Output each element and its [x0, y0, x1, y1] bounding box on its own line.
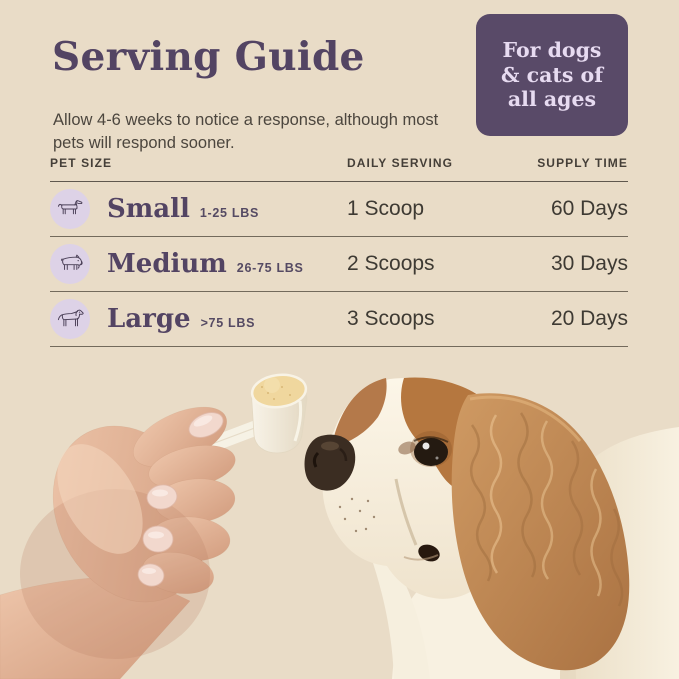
pet-size-label: Medium	[107, 249, 227, 279]
weight-range-label: >75 LBS	[200, 316, 256, 330]
supply-time-value: 20 Days	[550, 307, 628, 330]
serving-table: PET SIZE DAILY SERVING SUPPLY TIME Small…	[50, 156, 628, 347]
pet-size-label: Large	[107, 304, 191, 334]
page-title: Serving Guide	[52, 34, 365, 80]
large-dog-icon	[50, 299, 90, 339]
weight-range-label: 26-75 LBS	[236, 261, 304, 275]
badge-line: all ages	[507, 87, 597, 112]
supply-time-value: 60 Days	[550, 197, 628, 220]
hand-illustration	[0, 406, 236, 679]
scoop-illustration	[200, 373, 308, 455]
column-header-supply-time: SUPPLY TIME	[537, 156, 628, 170]
table-row-large: Large >75 LBS 3 Scoops 20 Days	[50, 292, 628, 347]
column-header-pet-size: PET SIZE	[50, 156, 113, 170]
dog-illustration	[304, 377, 679, 679]
badge-line: & cats of	[500, 62, 604, 87]
age-badge: For dogs & cats of all ages	[476, 14, 628, 136]
pet-size-label: Small	[107, 194, 190, 224]
table-row-medium: Medium 26-75 LBS 2 Scoops 30 Days	[50, 237, 628, 292]
bulldog-icon	[50, 244, 90, 284]
badge-line: For dogs	[502, 38, 602, 63]
daily-serving-value: 1 Scoop	[347, 197, 425, 220]
subtitle: Allow 4-6 weeks to notice a response, al…	[53, 110, 439, 153]
photo-dog-and-scoop	[0, 373, 679, 679]
weight-range-label: 1-25 LBS	[199, 206, 259, 220]
supply-time-value: 30 Days	[550, 252, 628, 275]
table-row-small: Small 1-25 LBS 1 Scoop 60 Days	[50, 182, 628, 237]
daily-serving-value: 3 Scoops	[347, 307, 435, 330]
table-header-row: PET SIZE DAILY SERVING SUPPLY TIME	[50, 156, 628, 182]
column-header-daily-serving: DAILY SERVING	[347, 156, 454, 170]
daily-serving-value: 2 Scoops	[347, 252, 435, 275]
dachshund-icon	[50, 189, 90, 229]
